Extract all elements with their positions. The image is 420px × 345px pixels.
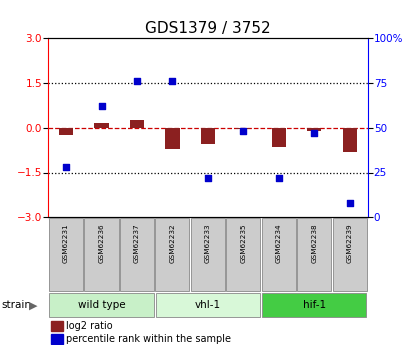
Bar — [165, 128, 179, 149]
Text: GSM62235: GSM62235 — [240, 223, 247, 263]
Text: GDS1379 / 3752: GDS1379 / 3752 — [145, 21, 271, 36]
Text: percentile rank within the sample: percentile rank within the sample — [66, 334, 231, 344]
Point — [276, 175, 282, 181]
Bar — [226, 218, 260, 291]
Bar — [52, 334, 63, 344]
Text: ▶: ▶ — [29, 300, 37, 310]
Bar — [333, 218, 367, 291]
Bar — [343, 128, 357, 151]
Bar — [272, 128, 286, 147]
Text: GSM62238: GSM62238 — [311, 223, 317, 263]
Text: wild type: wild type — [78, 300, 125, 310]
Bar — [262, 293, 366, 317]
Point — [98, 104, 105, 109]
Point — [346, 200, 353, 206]
Text: GSM62236: GSM62236 — [99, 223, 105, 263]
Point — [311, 130, 318, 136]
Bar — [201, 128, 215, 144]
Text: hif-1: hif-1 — [303, 300, 326, 310]
Text: GSM62233: GSM62233 — [205, 223, 211, 263]
Text: vhl-1: vhl-1 — [195, 300, 221, 310]
Text: GSM62239: GSM62239 — [347, 223, 353, 263]
Bar — [49, 218, 83, 291]
Bar — [191, 218, 225, 291]
Bar — [130, 120, 144, 128]
Text: GSM62232: GSM62232 — [169, 223, 176, 263]
Point — [240, 128, 247, 134]
Bar — [307, 128, 321, 131]
Bar — [155, 218, 189, 291]
Bar — [120, 218, 154, 291]
Bar — [262, 218, 296, 291]
Point — [63, 164, 69, 170]
Text: GSM62234: GSM62234 — [276, 223, 282, 263]
Bar — [59, 128, 73, 135]
Bar — [236, 128, 250, 129]
Point — [205, 175, 211, 181]
Bar — [156, 293, 260, 317]
Bar — [297, 218, 331, 291]
Bar — [50, 293, 154, 317]
Point — [169, 78, 176, 84]
Text: log2 ratio: log2 ratio — [66, 321, 113, 331]
Point — [134, 78, 140, 84]
Text: GSM62231: GSM62231 — [63, 223, 69, 263]
Text: strain: strain — [1, 300, 31, 310]
Bar — [52, 321, 63, 331]
Text: GSM62237: GSM62237 — [134, 223, 140, 263]
Bar — [94, 123, 109, 128]
Bar — [84, 218, 118, 291]
